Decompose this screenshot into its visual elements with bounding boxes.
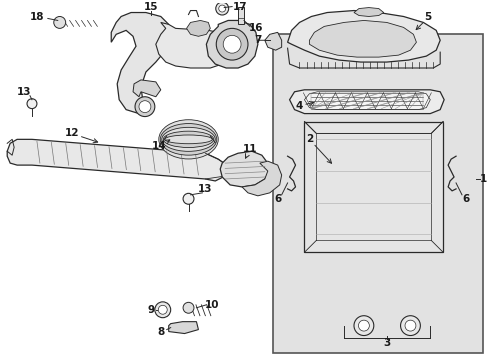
Text: 16: 16 <box>248 23 263 33</box>
Polygon shape <box>133 80 161 97</box>
Ellipse shape <box>165 135 212 144</box>
Circle shape <box>216 2 229 15</box>
Bar <box>238 6 244 24</box>
Bar <box>273 34 483 354</box>
Text: 14: 14 <box>151 140 170 151</box>
Polygon shape <box>156 22 232 68</box>
Circle shape <box>400 316 420 336</box>
Circle shape <box>223 35 241 53</box>
Circle shape <box>54 17 66 28</box>
Circle shape <box>27 99 37 109</box>
Circle shape <box>158 305 167 314</box>
Text: 13: 13 <box>198 184 213 194</box>
Circle shape <box>135 97 155 117</box>
Text: 9: 9 <box>147 305 154 315</box>
Ellipse shape <box>159 120 218 159</box>
Circle shape <box>139 101 151 113</box>
Polygon shape <box>290 90 444 114</box>
Text: 4: 4 <box>296 101 314 111</box>
Text: 5: 5 <box>416 13 432 30</box>
Text: 12: 12 <box>64 129 98 143</box>
Text: 15: 15 <box>144 1 158 12</box>
Ellipse shape <box>160 123 217 155</box>
Polygon shape <box>111 13 171 114</box>
Polygon shape <box>206 21 258 68</box>
Circle shape <box>216 28 248 60</box>
Polygon shape <box>187 21 210 36</box>
Circle shape <box>359 320 369 331</box>
Text: 11: 11 <box>243 144 257 158</box>
Polygon shape <box>304 92 430 110</box>
Text: 8: 8 <box>157 327 165 337</box>
Circle shape <box>354 316 374 336</box>
Circle shape <box>183 193 194 204</box>
Polygon shape <box>242 161 282 196</box>
Polygon shape <box>304 122 443 252</box>
Polygon shape <box>265 32 282 50</box>
Circle shape <box>219 5 226 12</box>
Circle shape <box>183 302 194 313</box>
Text: 13: 13 <box>17 87 31 97</box>
Text: 10: 10 <box>205 300 220 310</box>
Polygon shape <box>354 8 384 17</box>
Text: 1: 1 <box>480 174 488 184</box>
Polygon shape <box>169 321 198 334</box>
Text: 6: 6 <box>463 194 469 204</box>
Text: 3: 3 <box>383 338 391 348</box>
Circle shape <box>155 302 171 318</box>
Text: 2: 2 <box>306 134 332 163</box>
Polygon shape <box>7 139 228 181</box>
Text: 7: 7 <box>254 35 262 45</box>
Polygon shape <box>288 10 440 62</box>
Text: 6: 6 <box>274 194 281 204</box>
Ellipse shape <box>163 131 214 148</box>
Text: 17: 17 <box>233 1 247 12</box>
Ellipse shape <box>162 127 215 151</box>
Circle shape <box>405 320 416 331</box>
Polygon shape <box>220 151 270 187</box>
Text: 18: 18 <box>30 13 44 22</box>
Polygon shape <box>309 21 416 57</box>
